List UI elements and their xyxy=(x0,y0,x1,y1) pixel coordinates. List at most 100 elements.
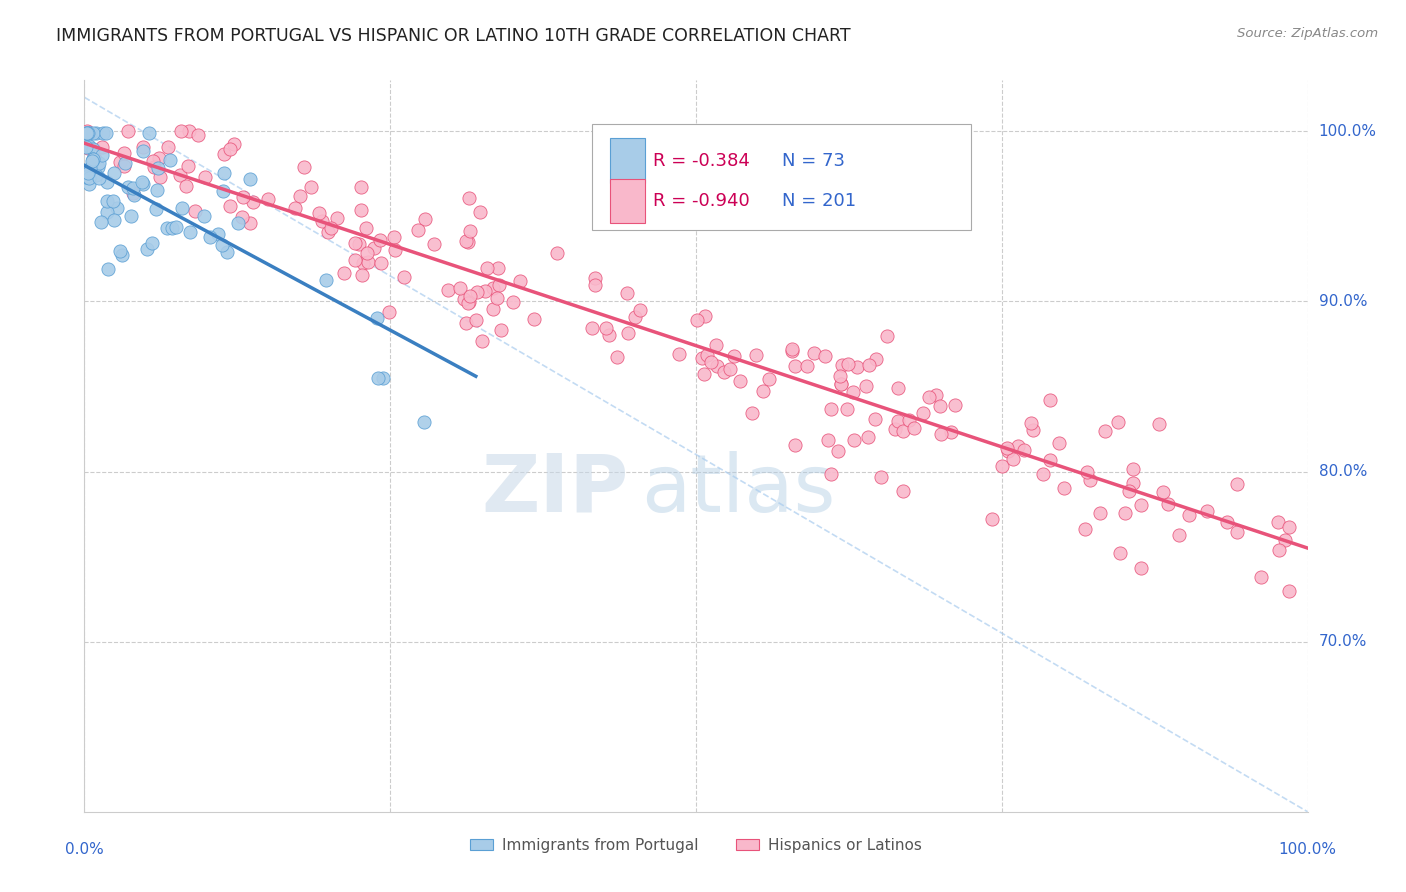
Text: R = -0.384: R = -0.384 xyxy=(654,152,749,169)
Point xyxy=(891,483,914,498)
Point xyxy=(863,412,886,426)
Point xyxy=(162,220,184,235)
Point xyxy=(138,126,160,140)
Point xyxy=(392,269,415,284)
Point xyxy=(1078,473,1101,487)
Point xyxy=(457,295,479,310)
Point xyxy=(378,305,401,319)
Point xyxy=(382,230,405,244)
Point xyxy=(713,365,735,379)
Point xyxy=(170,124,193,138)
Text: 0.0%: 0.0% xyxy=(65,842,104,857)
Point xyxy=(82,126,104,140)
Point xyxy=(830,377,852,392)
Point xyxy=(546,246,568,260)
Point xyxy=(928,399,950,413)
Point xyxy=(146,183,169,197)
Point xyxy=(1178,508,1201,522)
Point xyxy=(616,286,638,301)
Point xyxy=(489,323,512,337)
Point xyxy=(700,355,723,369)
Point xyxy=(820,467,842,482)
Point xyxy=(693,309,716,323)
Point xyxy=(457,235,479,250)
Text: N = 201: N = 201 xyxy=(782,192,856,210)
Point xyxy=(745,348,768,362)
Point xyxy=(218,142,240,156)
Point xyxy=(193,210,215,224)
Point xyxy=(96,262,118,277)
Point xyxy=(628,303,651,318)
Point xyxy=(741,406,763,420)
Point xyxy=(141,236,163,251)
Point xyxy=(1157,498,1180,512)
Point xyxy=(200,230,222,244)
Point xyxy=(523,312,546,326)
Point xyxy=(583,271,606,285)
Point xyxy=(232,190,254,204)
Point xyxy=(79,177,101,191)
Point xyxy=(177,124,200,138)
Point xyxy=(356,246,378,260)
Point xyxy=(696,348,718,362)
Point xyxy=(796,359,818,373)
Point xyxy=(110,155,132,169)
Point xyxy=(423,237,446,252)
Point xyxy=(1076,465,1098,479)
Point xyxy=(1147,417,1170,432)
Point xyxy=(413,211,436,226)
Point xyxy=(1039,453,1062,467)
Point xyxy=(997,444,1019,458)
Point xyxy=(1122,462,1144,476)
Point xyxy=(84,126,107,140)
Point xyxy=(117,124,139,138)
Point xyxy=(353,256,375,270)
Point xyxy=(814,349,837,363)
Point xyxy=(77,140,100,154)
Point xyxy=(368,233,391,247)
Point xyxy=(1278,584,1301,599)
Point xyxy=(108,244,131,258)
Point xyxy=(581,321,603,335)
Point xyxy=(465,285,488,299)
Point xyxy=(187,128,209,143)
Point xyxy=(76,124,98,138)
Point xyxy=(79,126,101,140)
Point xyxy=(367,370,389,384)
Point xyxy=(326,211,349,225)
Point xyxy=(869,469,891,483)
Point xyxy=(343,236,366,251)
Point xyxy=(350,203,373,218)
Point xyxy=(174,179,197,194)
Point xyxy=(1168,528,1191,542)
Point xyxy=(96,194,118,209)
Point xyxy=(315,273,337,287)
Point xyxy=(474,284,496,298)
Point xyxy=(981,512,1004,526)
Text: R = -0.940: R = -0.940 xyxy=(654,192,749,210)
Point xyxy=(136,242,159,256)
Point xyxy=(170,201,193,215)
Point xyxy=(226,216,249,230)
Point xyxy=(75,126,97,140)
Point xyxy=(349,180,371,194)
Point xyxy=(780,343,803,358)
Point xyxy=(1277,520,1299,534)
Point xyxy=(456,234,478,248)
FancyBboxPatch shape xyxy=(592,124,972,230)
Point xyxy=(1267,515,1289,529)
Point xyxy=(842,433,865,447)
Point xyxy=(156,221,179,235)
Point xyxy=(101,194,124,208)
Point xyxy=(79,161,101,176)
FancyBboxPatch shape xyxy=(610,178,644,223)
Point xyxy=(1122,475,1144,490)
Point xyxy=(481,281,503,295)
Point xyxy=(465,312,488,326)
Point xyxy=(865,351,887,366)
Point xyxy=(925,388,948,402)
Point xyxy=(112,146,135,161)
Point xyxy=(80,154,103,169)
Point xyxy=(103,166,125,180)
Point xyxy=(686,313,709,327)
